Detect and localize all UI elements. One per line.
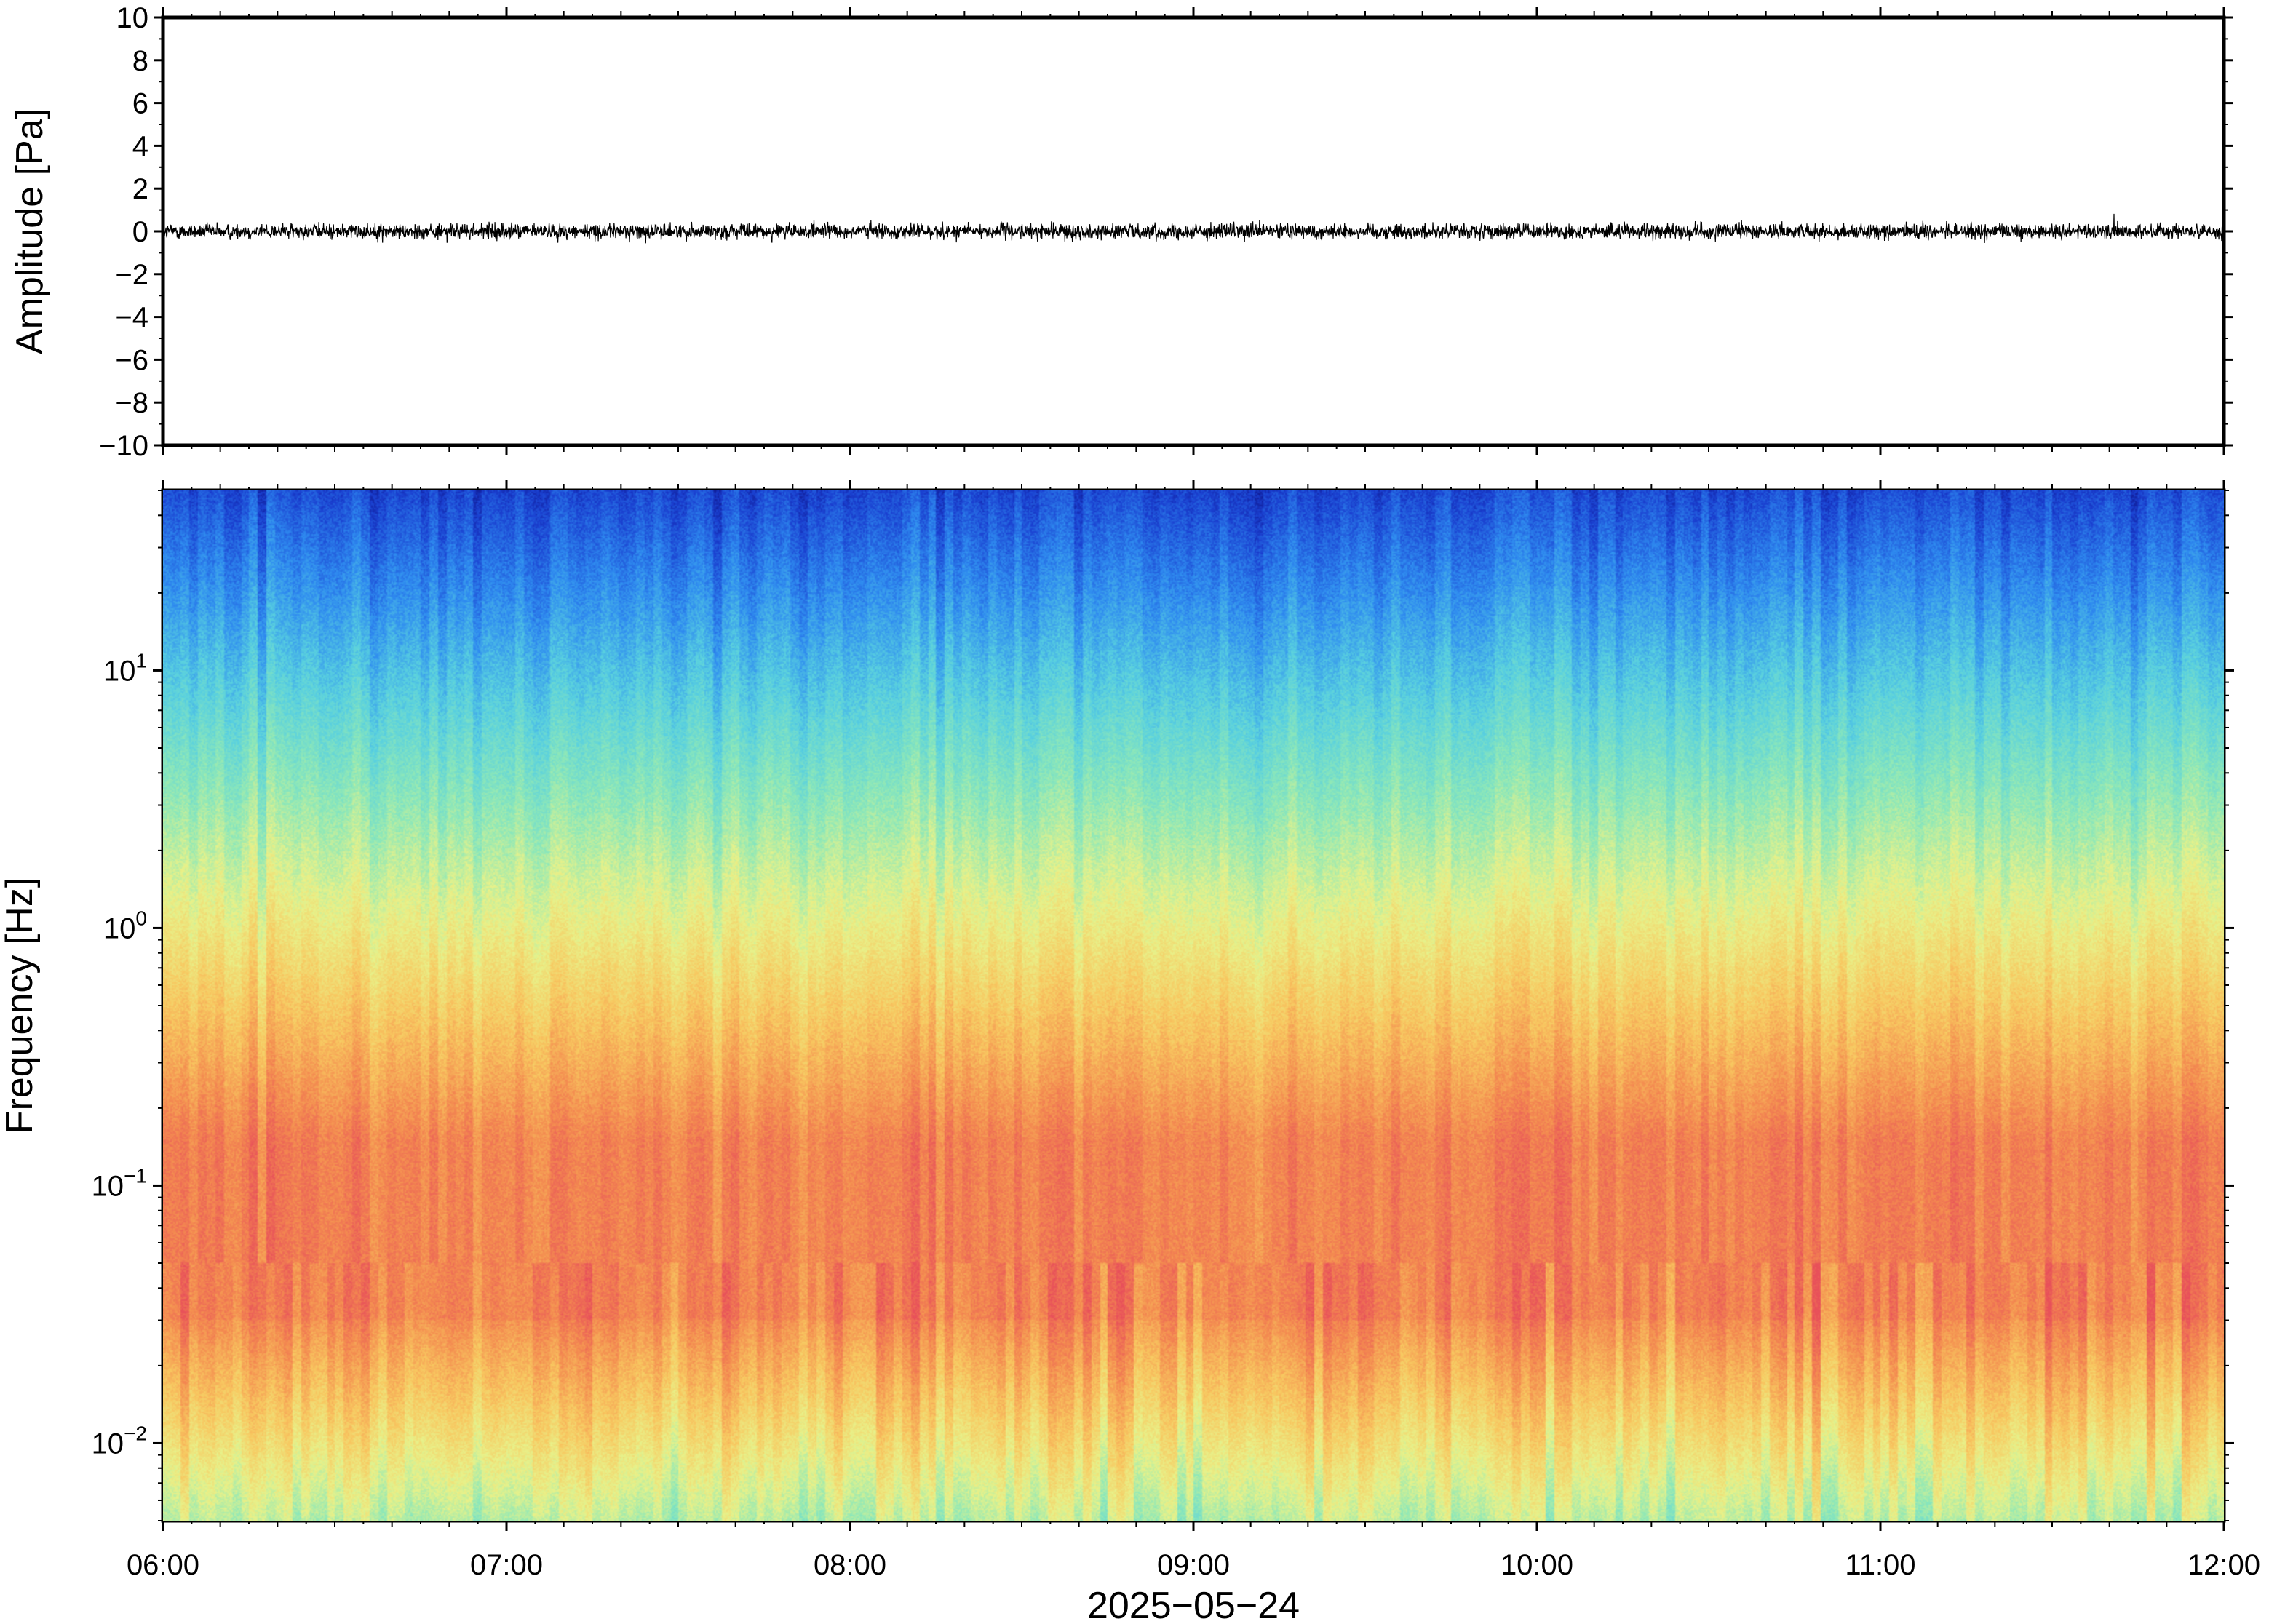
spectrogram-heatmap xyxy=(163,490,2224,1521)
waveform-ytick-label: 2 xyxy=(132,173,148,205)
waveform-ytick-label: 8 xyxy=(132,45,148,77)
x-axis-label: 2025−05−24 xyxy=(1087,1585,1300,1624)
waveform-frame xyxy=(161,15,2226,447)
waveform-ytick-label: 4 xyxy=(132,130,148,162)
x-tick-label: 11:00 xyxy=(1845,1549,1915,1581)
spectrogram-ytick-label: 10−2 xyxy=(92,1422,147,1460)
waveform-ylabel: Amplitude [Pa] xyxy=(9,108,51,354)
waveform-ytick-label: 10 xyxy=(116,2,149,34)
waveform-panel: 10 8 6 4 2 0 −2 −4 −6 −8 −10 Amplitude [Pa] xyxy=(9,2,2233,462)
waveform-ytick-label: −8 xyxy=(115,387,148,419)
waveform-trace xyxy=(164,213,2223,244)
x-tick-label: 09:00 xyxy=(1157,1549,1230,1581)
x-tick-label: 12:00 xyxy=(2187,1549,2260,1581)
spectrogram-ytick-label: 101 xyxy=(103,649,147,687)
x-tick-label: 07:00 xyxy=(470,1549,543,1581)
x-tick-label: 10:00 xyxy=(1501,1549,1573,1581)
x-tick-label: 06:00 xyxy=(127,1549,199,1581)
waveform-ytick-label: −6 xyxy=(115,344,148,376)
waveform-ytick-label: −10 xyxy=(99,430,148,462)
spectrogram-ylabel: Frequency [Hz] xyxy=(0,877,41,1134)
waveform-ytick-label: 6 xyxy=(132,88,148,120)
waveform-ytick-label: −4 xyxy=(115,302,148,334)
waveform-ytick-label: −2 xyxy=(115,259,148,291)
x-tick-label: 08:00 xyxy=(814,1549,886,1581)
spectrogram-ytick-label: 10−1 xyxy=(92,1164,147,1202)
waveform-ytick-label: 0 xyxy=(132,216,148,248)
spectrogram-ytick-label: 100 xyxy=(103,907,147,944)
